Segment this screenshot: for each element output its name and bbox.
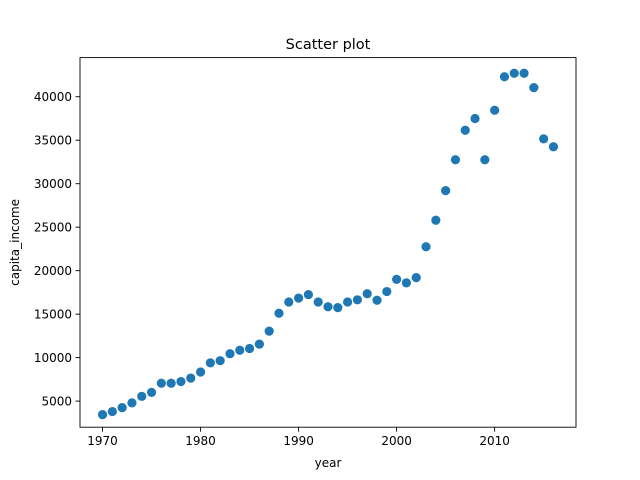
data-point <box>382 286 392 297</box>
y-tick-label: 15000 <box>34 307 72 321</box>
data-point <box>284 297 294 307</box>
data-point <box>205 358 215 368</box>
data-point <box>411 273 421 283</box>
y-axis-label: capita_income <box>8 199 22 286</box>
data-point <box>499 72 510 82</box>
data-point <box>293 293 304 303</box>
data-point <box>323 302 333 312</box>
data-point <box>186 373 196 383</box>
data-point <box>195 367 206 377</box>
data-point <box>460 125 470 135</box>
data-point <box>450 155 461 165</box>
data-point <box>401 278 412 288</box>
data-point <box>529 83 539 93</box>
data-point <box>235 345 245 355</box>
y-tick-label: 30000 <box>34 177 72 191</box>
x-tick-label: 1970 <box>87 434 118 448</box>
data-point <box>509 68 519 78</box>
data-point <box>254 339 264 349</box>
data-point <box>343 297 353 307</box>
data-point <box>215 356 225 366</box>
data-point <box>539 134 549 144</box>
y-tick-label: 25000 <box>34 220 72 234</box>
data-point <box>480 155 490 165</box>
data-point <box>392 274 402 284</box>
y-tick-label: 20000 <box>34 264 72 278</box>
data-point <box>107 406 117 417</box>
chart-title: Scatter plot <box>286 37 371 53</box>
data-point <box>362 289 372 299</box>
data-point <box>372 295 382 305</box>
x-tick-label: 1980 <box>185 434 216 448</box>
data-point <box>470 113 480 124</box>
x-axis-label: year <box>315 456 342 470</box>
data-point <box>176 376 186 387</box>
x-tick-label: 1990 <box>283 434 314 448</box>
data-point <box>490 105 500 115</box>
data-point <box>519 68 529 78</box>
data-point <box>548 142 559 152</box>
data-point <box>303 289 313 300</box>
data-point <box>441 186 451 196</box>
data-point <box>274 308 284 318</box>
data-points <box>97 68 559 420</box>
data-point <box>431 215 441 225</box>
data-point <box>264 326 274 336</box>
data-point <box>333 303 343 313</box>
data-point <box>117 403 127 413</box>
data-point <box>156 378 166 388</box>
y-axis: 5000 10000 15000 20000 25000 30000 35000 40000 <box>34 90 80 408</box>
data-point <box>244 343 255 354</box>
data-point <box>421 242 431 252</box>
data-point <box>313 297 323 307</box>
y-tick-label: 40000 <box>34 90 72 104</box>
data-point <box>97 409 108 420</box>
y-tick-label: 5000 <box>41 394 72 408</box>
data-point <box>225 349 235 359</box>
data-point <box>352 295 363 305</box>
x-tick-label: 2010 <box>479 434 510 448</box>
data-point <box>127 398 137 408</box>
x-tick-label: 2000 <box>381 434 412 448</box>
plot-frame <box>79 57 577 428</box>
y-tick-label: 35000 <box>34 134 72 148</box>
x-axis: 1970 1980 1990 2000 2010 <box>87 427 510 448</box>
data-point <box>166 378 176 388</box>
y-tick-label: 10000 <box>34 351 72 365</box>
data-point <box>146 387 157 398</box>
data-point <box>137 391 147 401</box>
